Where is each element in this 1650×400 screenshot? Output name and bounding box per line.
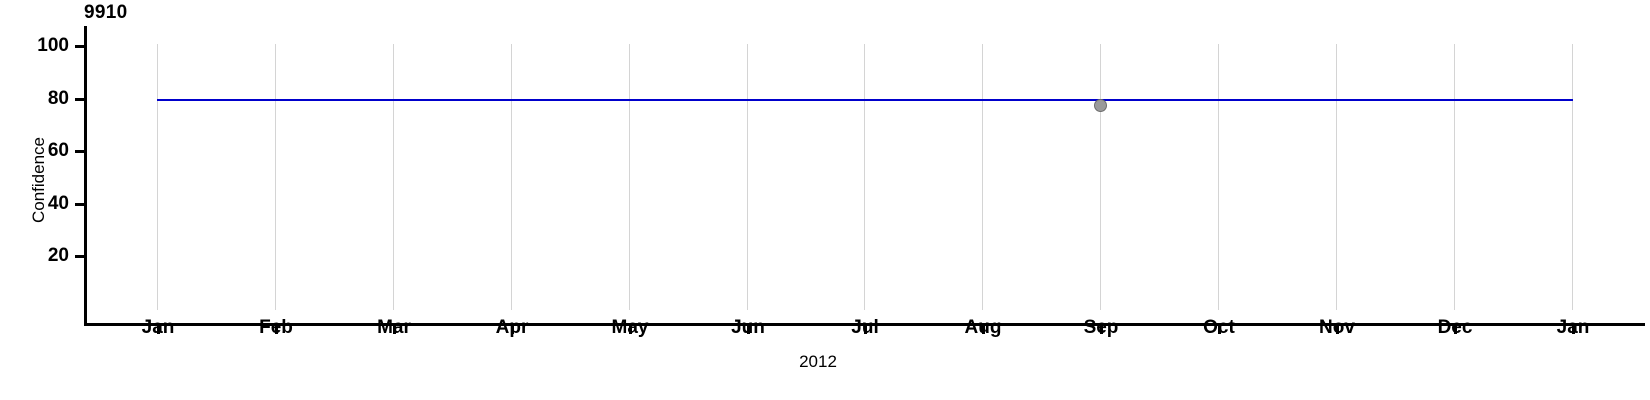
y-tick-label-60: 60 bbox=[47, 140, 69, 161]
gridline-aug-7 bbox=[982, 44, 983, 310]
x-tick-mark-mar-2 bbox=[393, 323, 396, 334]
x-tick-label-feb-1: Feb bbox=[259, 317, 293, 338]
x-tick-mark-jan-0 bbox=[157, 323, 160, 334]
chart-title: 9910 bbox=[84, 2, 128, 23]
x-tick-label-jan-12: Jan bbox=[1556, 317, 1590, 338]
x-tick-mark-jul-6 bbox=[864, 323, 867, 334]
gridline-apr-3 bbox=[511, 44, 512, 310]
x-tick-label-jan-0: Jan bbox=[141, 317, 175, 338]
gridline-mar-2 bbox=[393, 44, 394, 310]
x-tick-label-apr-3: Apr bbox=[495, 317, 529, 338]
y-tick-label-20: 20 bbox=[47, 245, 69, 266]
x-tick-mark-jun-5 bbox=[747, 323, 750, 334]
x-tick-label-mar-2: Mar bbox=[377, 317, 411, 338]
x-tick-mark-aug-7 bbox=[982, 323, 985, 334]
x-tick-mark-sep-8 bbox=[1100, 323, 1103, 334]
series-line-segment bbox=[1336, 99, 1455, 101]
x-tick-mark-nov-10 bbox=[1336, 323, 1339, 334]
y-tick-label-100: 100 bbox=[37, 35, 69, 56]
y-tick-mark-20 bbox=[75, 255, 85, 258]
y-tick-label-80: 80 bbox=[47, 88, 69, 109]
series-line-segment bbox=[157, 99, 276, 101]
x-tick-label-jun-5: Jun bbox=[731, 317, 765, 338]
x-tick-label-oct-9: Oct bbox=[1203, 317, 1235, 338]
gridline-oct-9 bbox=[1218, 44, 1219, 310]
x-tick-label-sep-8: Sep bbox=[1083, 317, 1119, 338]
series-line-segment bbox=[393, 99, 512, 101]
x-axis-title: 2012 bbox=[799, 352, 837, 371]
x-tick-mark-apr-3 bbox=[511, 323, 514, 334]
x-tick-mark-jan-12 bbox=[1572, 323, 1575, 334]
data-point-marker[interactable] bbox=[1094, 99, 1107, 112]
y-tick-mark-100 bbox=[75, 45, 85, 48]
x-tick-mark-feb-1 bbox=[275, 323, 278, 334]
series-line-segment bbox=[747, 99, 866, 101]
series-line-segment bbox=[982, 99, 1101, 101]
series-line-segment bbox=[275, 99, 394, 101]
gridline-jul-6 bbox=[864, 44, 865, 310]
y-axis-title: Confidence bbox=[29, 137, 48, 224]
gridline-nov-10 bbox=[1336, 44, 1337, 310]
x-tick-label-jul-6: Jul bbox=[851, 317, 879, 338]
series-line-segment bbox=[1454, 99, 1573, 101]
gridline-feb-1 bbox=[275, 44, 276, 310]
x-tick-label-dec-11: Dec bbox=[1437, 317, 1473, 338]
x-tick-label-aug-7: Aug bbox=[964, 317, 1002, 338]
y-tick-label-40: 40 bbox=[47, 193, 69, 214]
series-line-segment bbox=[1218, 99, 1337, 101]
gridline-dec-11 bbox=[1454, 44, 1455, 310]
y-tick-mark-40 bbox=[75, 203, 85, 206]
gridline-may-4 bbox=[629, 44, 630, 310]
gridline-jan-0 bbox=[157, 44, 158, 310]
y-tick-mark-80 bbox=[75, 98, 85, 101]
y-axis-line bbox=[84, 26, 87, 326]
series-line-segment bbox=[629, 99, 748, 101]
x-tick-mark-dec-11 bbox=[1454, 323, 1457, 334]
x-tick-mark-may-4 bbox=[629, 323, 632, 334]
series-line-segment bbox=[1100, 99, 1219, 101]
series-line-segment bbox=[511, 99, 630, 101]
gridline-jun-5 bbox=[747, 44, 748, 310]
y-tick-mark-60 bbox=[75, 150, 85, 153]
series-line-segment bbox=[864, 99, 983, 101]
x-tick-label-nov-10: Nov bbox=[1319, 317, 1355, 338]
x-tick-mark-oct-9 bbox=[1218, 323, 1221, 334]
x-tick-label-may-4: May bbox=[611, 317, 649, 338]
gridline-sep-8 bbox=[1100, 44, 1101, 310]
gridline-jan-12 bbox=[1572, 44, 1573, 310]
